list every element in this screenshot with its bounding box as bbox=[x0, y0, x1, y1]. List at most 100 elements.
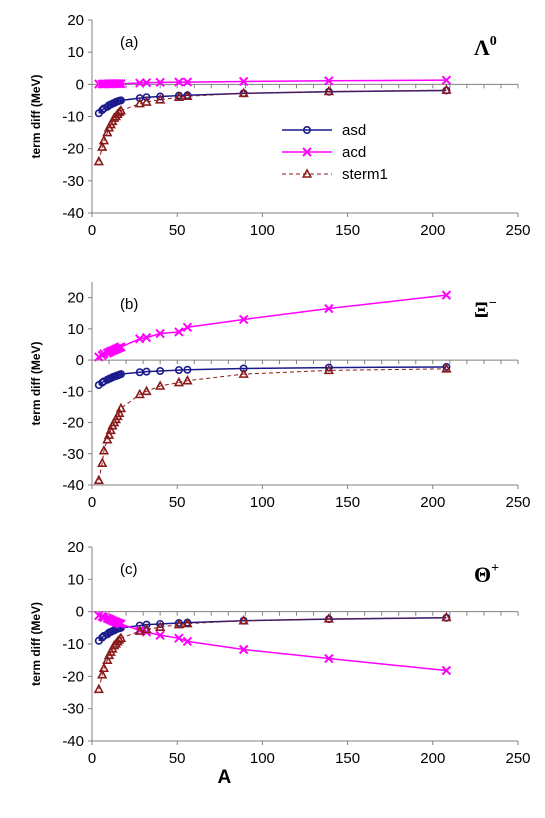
panel-label: (c) bbox=[120, 561, 138, 578]
data-point bbox=[115, 105, 127, 115]
data-point bbox=[102, 126, 113, 137]
data-point bbox=[182, 617, 193, 628]
x-tick-label: 50 bbox=[169, 222, 186, 239]
data-point bbox=[134, 97, 145, 108]
series-acd bbox=[94, 290, 452, 362]
data-point bbox=[141, 78, 152, 88]
series-line bbox=[98, 617, 447, 642]
data-point bbox=[141, 385, 152, 396]
data-point bbox=[324, 653, 334, 664]
data-point bbox=[155, 328, 165, 339]
data-point bbox=[174, 77, 184, 87]
data-point bbox=[324, 76, 334, 86]
data-point bbox=[323, 364, 335, 375]
data-point bbox=[155, 77, 165, 88]
series-sterm1 bbox=[93, 84, 452, 166]
data-point bbox=[116, 342, 126, 352]
particle-symbol: Λ0 bbox=[474, 34, 497, 60]
data-point bbox=[182, 77, 193, 87]
data-point bbox=[93, 474, 104, 485]
x-tick-label: 0 bbox=[88, 222, 96, 239]
y-tick-label: 10 bbox=[67, 44, 84, 61]
y-tick-label: 20 bbox=[67, 539, 84, 556]
data-point bbox=[441, 611, 452, 622]
series-line bbox=[98, 366, 447, 386]
data-point bbox=[156, 367, 165, 376]
data-point bbox=[102, 654, 113, 664]
y-axis-label: term diff (MeV) bbox=[29, 341, 43, 425]
data-point bbox=[173, 618, 185, 629]
y-tick-label: -30 bbox=[62, 701, 84, 718]
y-tick-label: 0 bbox=[76, 76, 84, 93]
x-tick-label: 50 bbox=[169, 494, 186, 511]
data-point bbox=[141, 96, 152, 106]
y-tick-label: -20 bbox=[62, 415, 84, 432]
panel-label: (a) bbox=[120, 34, 138, 51]
data-point bbox=[238, 644, 249, 655]
data-point bbox=[182, 636, 193, 647]
particle-symbol: Θ+ bbox=[474, 561, 499, 587]
data-point bbox=[441, 665, 452, 676]
data-point bbox=[441, 290, 452, 300]
data-point bbox=[105, 424, 116, 435]
data-point bbox=[102, 434, 113, 444]
x-tick-label: 0 bbox=[88, 750, 96, 767]
legend-label: acd bbox=[342, 144, 366, 161]
y-tick-label: 10 bbox=[67, 321, 84, 338]
legend-marker bbox=[301, 168, 313, 178]
particle-symbol: Ξ− bbox=[474, 296, 497, 322]
data-point bbox=[134, 388, 145, 399]
data-point bbox=[142, 367, 151, 376]
y-axis-label: term diff (MeV) bbox=[29, 74, 43, 158]
data-point bbox=[441, 75, 452, 85]
y-tick-label: -30 bbox=[62, 446, 84, 463]
data-point bbox=[93, 683, 104, 694]
data-point bbox=[182, 375, 193, 385]
data-point bbox=[238, 368, 249, 378]
x-tick-label: 250 bbox=[505, 750, 530, 767]
data-point bbox=[116, 78, 126, 89]
legend-marker bbox=[302, 126, 311, 135]
data-point bbox=[141, 332, 152, 343]
data-point bbox=[182, 322, 193, 332]
data-point bbox=[134, 625, 145, 635]
data-point bbox=[141, 623, 152, 634]
data-point bbox=[142, 620, 151, 629]
data-point bbox=[323, 85, 335, 96]
y-tick-label: 20 bbox=[67, 12, 84, 29]
series-sterm1 bbox=[93, 611, 452, 694]
y-tick-label: -40 bbox=[62, 733, 84, 750]
data-point bbox=[156, 92, 165, 101]
data-point bbox=[238, 615, 249, 625]
y-tick-label: 0 bbox=[76, 352, 84, 369]
data-point bbox=[112, 78, 123, 89]
data-point bbox=[173, 376, 185, 387]
legend-label: sterm1 bbox=[342, 166, 388, 183]
y-tick-label: 20 bbox=[67, 290, 84, 307]
data-point bbox=[182, 90, 193, 101]
data-point bbox=[183, 365, 192, 374]
data-point bbox=[135, 334, 145, 344]
x-tick-label: 150 bbox=[335, 494, 360, 511]
y-tick-label: -40 bbox=[62, 205, 84, 222]
y-tick-label: -10 bbox=[62, 109, 84, 126]
data-point bbox=[98, 444, 110, 455]
legend: asd acd sterm1 bbox=[282, 122, 388, 183]
x-tick-label: 150 bbox=[335, 750, 360, 767]
x-tick-label: 250 bbox=[505, 494, 530, 511]
legend-marker bbox=[302, 147, 312, 157]
series-acd bbox=[94, 75, 452, 89]
series-line bbox=[98, 368, 447, 481]
y-tick-label: -10 bbox=[62, 383, 84, 400]
data-point bbox=[116, 96, 125, 105]
data-point bbox=[103, 429, 115, 439]
data-point bbox=[97, 141, 108, 151]
series-line bbox=[98, 616, 447, 690]
series-line bbox=[98, 89, 447, 162]
data-point bbox=[116, 370, 125, 379]
data-point bbox=[97, 457, 108, 467]
data-point bbox=[174, 327, 184, 337]
